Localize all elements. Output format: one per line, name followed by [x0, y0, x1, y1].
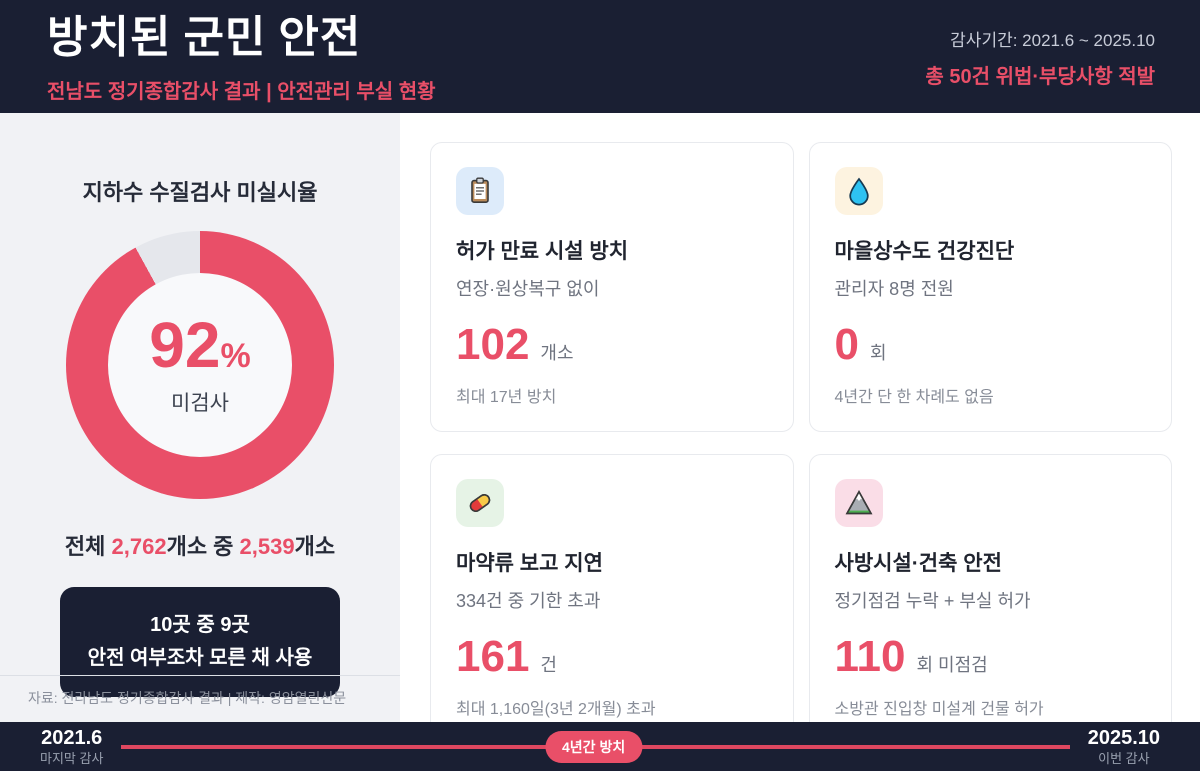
card-title: 사방시설·건축 안전	[834, 552, 1002, 575]
donut-center-label: 미검사	[171, 392, 229, 415]
timeline-track: 4년간 방치	[121, 722, 1070, 771]
donut-percent-value: 92	[149, 309, 221, 381]
card-unit: 회	[869, 343, 887, 363]
card-title: 마을상수도 건강진단	[834, 240, 1015, 263]
timeline-end: 2025.10 이번 감사	[1088, 726, 1160, 767]
stat-suffix: 개소	[294, 534, 336, 559]
callout-line2: 안전 여부조차 모른 채 사용	[87, 647, 313, 669]
source-credit: 자료: 전라남도 정기종합감사 결과 | 제작: 영암열린신문	[0, 675, 400, 722]
card-unit: 건	[540, 655, 557, 675]
card-subtitle: 관리자 8명 전원	[834, 279, 954, 299]
header-title-block: 방치된 군민 안전 전남도 정기종합감사 결과 | 안전관리 부실 현황	[47, 0, 436, 113]
donut-chart-title: 지하수 수질검사 미실시율	[82, 180, 318, 205]
clipboard-icon	[456, 167, 504, 215]
pill-icon	[456, 479, 504, 527]
card-expired-facilities: 허가 만료 시설 방치 연장·원상복구 없이 102 개소 최대 17년 방치	[430, 142, 794, 432]
card-value: 110	[834, 632, 906, 681]
stat-value: 2,539	[239, 534, 295, 559]
timeline-start: 2021.6 마지막 감사	[40, 726, 103, 767]
card-subtitle: 연장·원상복구 없이	[456, 279, 600, 299]
sidebar: 지하수 수질검사 미실시율 92% 미검사 전체 2,762개소 중 2,539…	[0, 113, 400, 722]
audit-period: 감사기간: 2021.6 ~ 2025.10	[950, 31, 1155, 50]
timeline-start-label: 마지막 감사	[40, 750, 104, 766]
card-value: 161	[456, 632, 530, 681]
droplet-icon	[834, 167, 883, 215]
sidebar-stat-line: 전체 2,762개소 중 2,539개소	[65, 529, 335, 561]
stat-total: 2,762	[111, 534, 167, 559]
card-narcotics-reporting: 마약류 보고 지연 334건 중 기한 초과 161 건 최대 1,160일(3…	[430, 454, 794, 744]
card-number: 0 회	[835, 323, 1147, 367]
card-unit: 개소	[540, 343, 574, 363]
timeline-bar: 2021.6 마지막 감사 4년간 방치 2025.10 이번 감사	[0, 722, 1200, 771]
card-number: 110 회 미점검	[835, 635, 1147, 679]
card-subtitle: 334건 중 기한 초과	[456, 591, 601, 611]
page-title: 방치된 군민 안전	[47, 13, 362, 63]
card-erosion-building-safety: 사방시설·건축 안전 정기점검 누락 + 부실 허가 110 회 미점검 소방관…	[808, 454, 1172, 744]
donut-percent: 92%	[149, 313, 250, 377]
card-water-inspection: 마을상수도 건강진단 관리자 8명 전원 0 회 4년간 단 한 차례도 없음	[808, 142, 1172, 432]
timeline-end-label: 이번 감사	[1098, 750, 1150, 766]
donut-center: 92% 미검사	[108, 273, 292, 457]
card-note: 4년간 단 한 차례도 없음	[834, 389, 994, 406]
header-meta-block: 감사기간: 2021.6 ~ 2025.10 총 50건 위법·부당사항 적발	[925, 0, 1155, 113]
total-findings: 총 50건 위법·부당사항 적발	[925, 66, 1155, 88]
timeline-end-year: 2025.10	[1087, 726, 1160, 749]
donut-chart: 92% 미검사	[66, 231, 334, 499]
donut-percent-sign: %	[220, 337, 251, 375]
stat-prefix: 전체	[64, 534, 112, 559]
card-value: 0	[834, 320, 859, 369]
card-note: 최대 1,160일(3년 2개월) 초과	[456, 701, 656, 718]
card-value: 102	[456, 320, 530, 369]
card-note: 최대 17년 방치	[456, 389, 557, 406]
card-subtitle: 정기점검 누락 + 부실 허가	[834, 591, 1031, 611]
card-title: 허가 만료 시설 방치	[456, 240, 629, 263]
page-subtitle: 전남도 정기종합감사 결과 | 안전관리 부실 현황	[47, 80, 436, 103]
header: 방치된 군민 안전 전남도 정기종합감사 결과 | 안전관리 부실 현황 감사기…	[0, 0, 1200, 113]
timeline-start-year: 2021.6	[41, 726, 103, 749]
card-number: 161 건	[456, 635, 768, 679]
card-title: 마약류 보고 지연	[456, 552, 603, 575]
sidebar-callout-box: 10곳 중 9곳 안전 여부조차 모른 채 사용	[60, 587, 340, 697]
card-number: 102 개소	[456, 323, 768, 367]
timeline-badge: 4년간 방치	[545, 730, 643, 763]
mountain-icon	[834, 479, 883, 527]
cards-grid: 허가 만료 시설 방치 연장·원상복구 없이 102 개소 최대 17년 방치 …	[400, 113, 1200, 744]
card-unit: 회 미점검	[916, 655, 988, 675]
stat-mid: 개소 중	[166, 534, 240, 559]
callout-line1: 10곳 중 9곳	[150, 614, 250, 636]
card-note: 소방관 진입창 미설계 건물 허가	[834, 701, 1044, 718]
